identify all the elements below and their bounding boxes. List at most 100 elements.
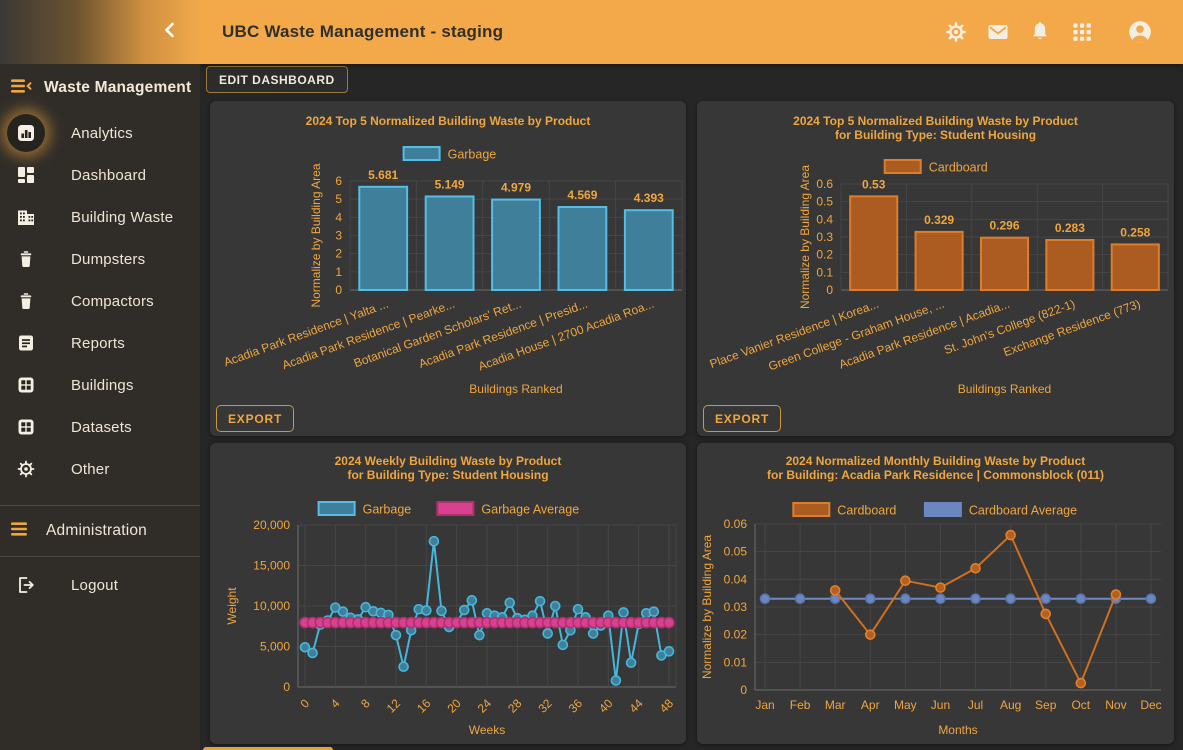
- svg-text:Garbage Average: Garbage Average: [481, 503, 579, 517]
- sidebar-item-building-waste[interactable]: Building Waste: [0, 196, 200, 238]
- sidebar-item-datasets[interactable]: Datasets: [0, 406, 200, 448]
- gear-icon: [7, 450, 45, 488]
- export-button[interactable]: EXPORT: [216, 405, 295, 432]
- sidebar-item-label: Buildings: [71, 376, 134, 394]
- building-icon: [7, 198, 45, 236]
- sidebar-item-label: Reports: [71, 334, 125, 352]
- svg-text:0.1: 0.1: [816, 265, 833, 279]
- svg-text:0.4: 0.4: [816, 212, 833, 226]
- svg-text:8: 8: [358, 696, 373, 711]
- svg-text:0: 0: [297, 696, 312, 711]
- svg-text:Oct: Oct: [1071, 698, 1090, 712]
- partial-element-bottom: [203, 747, 333, 750]
- sidebar-item-label: Compactors: [71, 292, 154, 310]
- sidebar-item-reports[interactable]: Reports: [0, 322, 200, 364]
- sidebar-item-label: Dumpsters: [71, 250, 146, 268]
- sidebar-nav: Analytics Dashboard Building Waste Dumpster…: [0, 112, 200, 490]
- trash-icon: [7, 240, 45, 278]
- svg-text:28: 28: [505, 696, 525, 716]
- sidebar-item-logout[interactable]: Logout: [0, 557, 200, 613]
- chart-card-weekly-waste: 2024 Weekly Building Waste by Product for…: [210, 443, 686, 744]
- header-icons: [943, 19, 1153, 45]
- svg-text:10,000: 10,000: [253, 599, 290, 613]
- menu-icon: [10, 519, 32, 544]
- svg-text:Buildings Ranked: Buildings Ranked: [469, 382, 562, 396]
- svg-text:0.296: 0.296: [989, 219, 1019, 233]
- sidebar-item-label: Analytics: [71, 124, 133, 142]
- svg-text:Dec: Dec: [1140, 698, 1161, 712]
- grid-icon: [7, 408, 45, 446]
- svg-text:12: 12: [384, 696, 404, 716]
- chevron-left-icon[interactable]: [160, 20, 180, 45]
- svg-text:Garbage: Garbage: [448, 148, 497, 162]
- sidebar-item-dumpsters[interactable]: Dumpsters: [0, 238, 200, 280]
- trash-icon: [7, 282, 45, 320]
- monthly-waste-chart: 2024 Normalized Monthly Building Waste b…: [700, 454, 1162, 737]
- svg-text:for Building Type: Student Hou: for Building Type: Student Housing: [347, 468, 548, 482]
- settings-icon[interactable]: [943, 19, 969, 45]
- svg-text:0: 0: [283, 680, 290, 694]
- svg-text:2024 Normalized Monthly Buildi: 2024 Normalized Monthly Building Waste b…: [786, 454, 1086, 468]
- notifications-icon[interactable]: [1027, 19, 1053, 45]
- svg-text:4.393: 4.393: [634, 191, 664, 205]
- edit-dashboard-button[interactable]: EDIT DASHBOARD: [206, 66, 348, 93]
- top5-waste-chart: 2024 Top 5 Normalized Building Waste by …: [222, 114, 683, 396]
- app-header: UBC Waste Management - staging: [200, 0, 1183, 64]
- account-icon[interactable]: [1127, 19, 1153, 45]
- svg-text:Jul: Jul: [968, 698, 983, 712]
- sidebar-item-administration[interactable]: Administration: [0, 506, 200, 557]
- svg-text:Garbage: Garbage: [363, 503, 412, 517]
- svg-text:5,000: 5,000: [260, 640, 290, 654]
- chart-card-monthly-waste: 2024 Normalized Monthly Building Waste b…: [697, 443, 1174, 744]
- svg-text:5.681: 5.681: [368, 168, 398, 182]
- svg-text:4: 4: [328, 696, 343, 711]
- svg-text:4: 4: [335, 210, 342, 224]
- svg-text:0.3: 0.3: [816, 230, 833, 244]
- svg-text:2: 2: [335, 247, 342, 261]
- svg-text:40: 40: [596, 696, 616, 716]
- sidebar-item-buildings[interactable]: Buildings: [0, 364, 200, 406]
- svg-text:5: 5: [335, 192, 342, 206]
- svg-text:0.329: 0.329: [924, 213, 954, 227]
- sidebar-app-menu[interactable]: Waste Management: [0, 64, 200, 112]
- svg-text:44: 44: [626, 696, 646, 716]
- svg-text:0.283: 0.283: [1055, 221, 1085, 235]
- svg-text:20,000: 20,000: [253, 518, 290, 532]
- svg-text:Normalize by Building Area: Normalize by Building Area: [309, 163, 323, 307]
- svg-text:0: 0: [826, 283, 833, 297]
- svg-text:Nov: Nov: [1105, 698, 1126, 712]
- svg-text:1: 1: [335, 265, 342, 279]
- sidebar-item-label: Datasets: [71, 418, 132, 436]
- svg-text:Mar: Mar: [825, 698, 846, 712]
- sidebar-app-title: Waste Management: [44, 79, 192, 96]
- svg-text:0.04: 0.04: [724, 572, 748, 586]
- sidebar-item-dashboard[interactable]: Dashboard: [0, 154, 200, 196]
- svg-text:Buildings Ranked: Buildings Ranked: [958, 382, 1051, 396]
- page-title: UBC Waste Management - staging: [222, 22, 504, 41]
- svg-text:4.979: 4.979: [501, 181, 531, 195]
- svg-text:Cardboard Average: Cardboard Average: [969, 504, 1077, 518]
- svg-text:36: 36: [566, 696, 586, 716]
- svg-text:48: 48: [657, 696, 677, 716]
- report-icon: [7, 324, 45, 362]
- export-button[interactable]: EXPORT: [703, 405, 782, 432]
- grid-icon: [7, 366, 45, 404]
- svg-text:0.5: 0.5: [816, 195, 833, 209]
- svg-text:Months: Months: [938, 723, 977, 737]
- svg-text:Apr: Apr: [861, 698, 880, 712]
- svg-text:May: May: [894, 698, 917, 712]
- sidebar-item-analytics[interactable]: Analytics: [0, 112, 200, 154]
- sidebar-collapse-button[interactable]: [0, 0, 200, 64]
- sidebar-item-label: Building Waste: [71, 208, 174, 226]
- apps-icon[interactable]: [1069, 19, 1095, 45]
- dashboard-icon: [7, 156, 45, 194]
- mail-icon[interactable]: [985, 19, 1011, 45]
- svg-text:0.02: 0.02: [724, 628, 748, 642]
- svg-text:6: 6: [335, 174, 342, 188]
- sidebar-item-other[interactable]: Other: [0, 448, 200, 490]
- sidebar-item-compactors[interactable]: Compactors: [0, 280, 200, 322]
- sidebar-item-label: Dashboard: [71, 166, 147, 184]
- chart-card-top5-waste: 2024 Top 5 Normalized Building Waste by …: [210, 101, 686, 436]
- chart-card-top5-student-housing: 2024 Top 5 Normalized Building Waste by …: [697, 101, 1174, 436]
- svg-text:Weight: Weight: [225, 587, 239, 625]
